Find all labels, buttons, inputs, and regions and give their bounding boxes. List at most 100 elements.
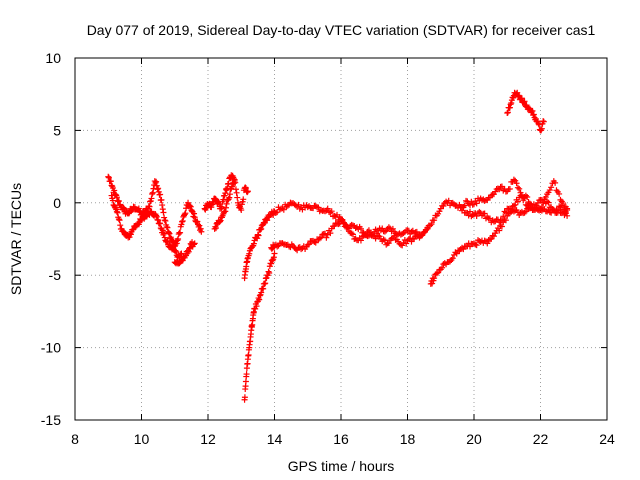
data-point-track-f: [440, 202, 447, 209]
data-point-track-h: [312, 239, 319, 246]
data-point-track-j: [498, 217, 505, 224]
data-point-track-b: [161, 230, 168, 237]
data-point-track-a: [115, 198, 122, 205]
data-point-track-j: [501, 208, 508, 215]
data-point-track-i: [522, 192, 529, 199]
data-point-track-h: [403, 240, 410, 247]
data-point-track-i: [488, 235, 495, 242]
data-point-track-a: [169, 238, 176, 245]
data-point-track-a: [161, 214, 168, 221]
data-point-track-i: [431, 275, 438, 282]
data-point-track-g: [261, 280, 268, 287]
data-point-track-f: [304, 204, 311, 211]
data-point-track-b: [172, 247, 179, 254]
data-point-track-h: [292, 245, 299, 252]
data-point-track-f: [510, 176, 517, 183]
data-point-track-i: [449, 255, 456, 262]
data-point-track-b: [108, 192, 115, 199]
data-point-track-h: [344, 224, 351, 231]
data-point-track-a: [120, 204, 127, 211]
data-point-track-f: [385, 224, 392, 231]
data-point-track-a: [113, 194, 120, 201]
data-point-track-k: [529, 107, 536, 114]
data-point-track-i: [524, 194, 531, 201]
data-point-track-i: [556, 190, 563, 197]
data-point-track-h: [306, 241, 313, 248]
data-point-track-b: [164, 237, 171, 244]
data-point-track-h: [424, 224, 431, 231]
x-tick-label: 18: [400, 431, 416, 447]
data-point-track-g: [256, 296, 263, 303]
data-point-track-a: [159, 206, 166, 213]
data-point-track-c: [191, 240, 198, 247]
data-point-track-d: [214, 199, 221, 206]
data-point-track-e: [212, 225, 219, 232]
data-point-track-j: [548, 209, 555, 216]
data-point-track-f: [246, 250, 253, 257]
data-point-track-f: [411, 230, 418, 237]
data-point-track-a: [175, 236, 182, 242]
data-point-track-f: [492, 188, 499, 195]
data-point-track-i: [472, 241, 479, 248]
data-point-track-f: [280, 206, 287, 213]
data-point-track-f: [328, 208, 335, 215]
data-point-track-a: [179, 218, 186, 225]
data-point-track-h: [316, 235, 323, 242]
data-point-track-a: [174, 237, 181, 244]
data-point-track-g: [269, 257, 276, 264]
data-point-track-h: [274, 243, 281, 250]
data-point-track-f: [264, 217, 271, 224]
data-point-track-j: [476, 208, 483, 215]
data-point-track-d: [206, 200, 213, 207]
data-point-track-i: [498, 223, 505, 230]
data-point-track-a: [135, 205, 142, 212]
data-point-track-j: [502, 209, 509, 216]
data-point-track-b: [117, 222, 124, 229]
data-point-track-b: [177, 251, 184, 258]
data-point-track-j: [489, 217, 496, 224]
data-point-track-i: [441, 260, 448, 267]
data-point-track-c: [185, 248, 192, 255]
y-tick-label: -15: [41, 412, 61, 428]
data-point-track-h: [357, 237, 364, 244]
data-point-track-f: [372, 226, 379, 233]
data-point-track-k: [521, 98, 528, 105]
data-point-track-e: [233, 189, 240, 196]
data-point-track-a: [160, 209, 167, 216]
data-point-track-a: [146, 203, 153, 210]
data-point-track-a: [182, 210, 189, 217]
data-point-track-f: [471, 201, 477, 208]
data-point-track-a: [105, 174, 112, 181]
data-point-track-h: [369, 232, 376, 239]
data-point-track-b: [113, 208, 120, 215]
data-point-track-a: [125, 210, 132, 217]
data-point-track-k: [508, 99, 515, 106]
data-point-track-b: [109, 197, 116, 204]
data-point-track-h: [341, 221, 348, 228]
data-point-track-e: [217, 217, 224, 224]
y-tick-label: 0: [53, 195, 61, 211]
x-tick-label: 8: [71, 431, 79, 447]
data-point-track-a: [177, 229, 184, 236]
data-point-track-g: [268, 260, 275, 267]
data-point-track-i: [512, 201, 519, 208]
data-point-track-b: [116, 217, 123, 224]
data-point-track-k: [504, 109, 511, 116]
data-point-track-b: [153, 212, 160, 219]
data-point-track-h: [349, 231, 356, 238]
data-point-track-i: [481, 237, 488, 244]
data-point-track-b: [161, 234, 168, 241]
data-point-track-i: [490, 233, 497, 240]
data-point-track-a: [164, 224, 171, 231]
data-point-track-f: [534, 200, 541, 207]
data-point-track-k: [538, 125, 545, 132]
data-point-track-j: [522, 208, 529, 215]
data-point-track-k: [506, 104, 513, 111]
data-point-track-g: [265, 268, 272, 275]
data-point-track-h: [339, 217, 346, 224]
chart-title: Day 077 of 2019, Sidereal Day-to-day VTE…: [87, 22, 596, 38]
data-point-track-e: [212, 223, 219, 230]
data-point-track-j: [460, 204, 467, 211]
data-point-track-h: [365, 227, 372, 234]
